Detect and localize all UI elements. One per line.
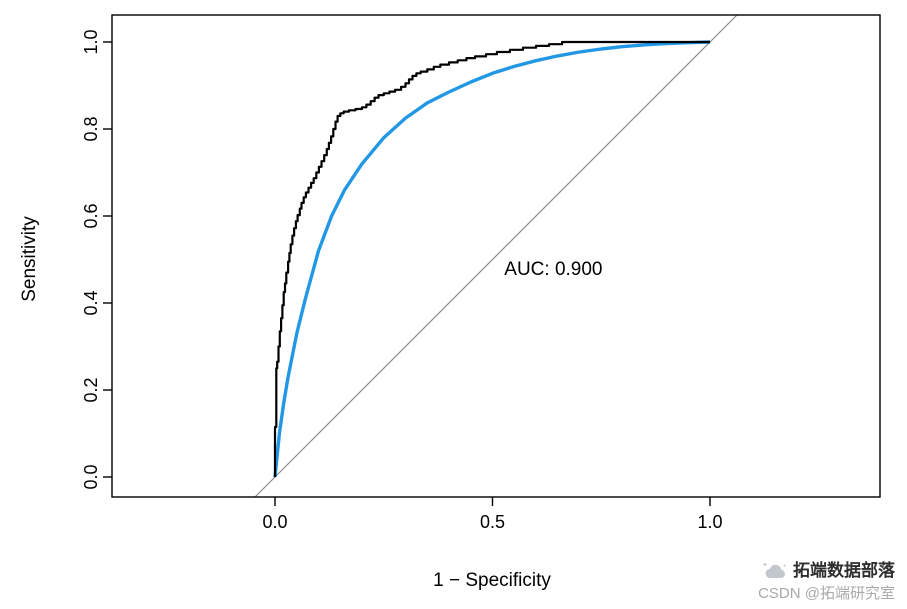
y-axis-title: Sensitivity <box>19 216 40 302</box>
y-tick-label: 0.6 <box>81 203 101 228</box>
watermark: 拓端数据部落 CSDN @拓端研究室 <box>758 559 895 605</box>
cloud-icon <box>762 561 788 580</box>
watermark-brand-row: 拓端数据部落 <box>758 559 895 584</box>
watermark-credit-text: CSDN @拓端研究室 <box>758 585 895 603</box>
plot-box <box>111 14 881 498</box>
watermark-brand-text: 拓端数据部落 <box>793 560 895 580</box>
y-tick-label: 0.8 <box>81 116 101 141</box>
auc-annotation: AUC: 0.900 <box>504 259 603 281</box>
empirical-roc-line <box>273 40 710 477</box>
y-tick-label: 0.4 <box>81 290 101 315</box>
chance-diagonal-line <box>254 15 738 497</box>
x-tick-label: 1.0 <box>697 512 722 532</box>
x-tick-label: 0.0 <box>262 512 287 532</box>
y-tick-label: 1.0 <box>81 29 101 54</box>
y-tick-label: 0.2 <box>81 377 101 402</box>
y-tick-label: 0.0 <box>81 464 101 489</box>
smoothed-roc-line <box>273 40 711 478</box>
x-axis-title: 1 − Specificity <box>433 570 551 591</box>
x-tick-label: 0.5 <box>480 512 505 532</box>
